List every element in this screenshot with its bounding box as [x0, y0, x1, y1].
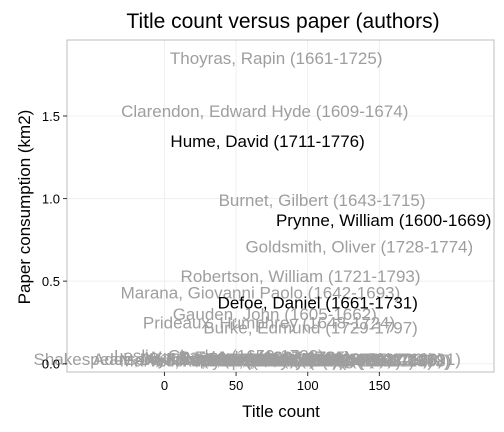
- grid-layer: [67, 40, 494, 372]
- y-axis-title: Paper consumption (km2): [15, 110, 34, 305]
- x-tick-label: 50: [229, 378, 243, 393]
- y-axis: 0.0 0.5 1.0 1.5: [42, 109, 67, 372]
- author-label: Thoyras, Rapin (1661-1725): [170, 49, 383, 68]
- y-tick-label: 0.0: [42, 357, 60, 372]
- chart-title: Title count versus paper (authors): [126, 10, 439, 33]
- y-tick-label: 1.5: [42, 109, 60, 124]
- author-label: Addison, Joseph (1672-1719): [93, 350, 316, 369]
- x-axis-title: Title count: [242, 402, 320, 421]
- author-label: Taylor, Jeremy (1613-1667): [194, 351, 401, 370]
- author-label: Milton, John (1608-1674): [196, 350, 385, 369]
- author-label: Steele, Richard (1672-1729): [215, 350, 429, 369]
- author-label: Swift, Jonathan (1667-1745): [179, 350, 393, 369]
- author-label: Tillotson, John (1630-1694): [169, 350, 375, 369]
- author-label: Bunyan, John (1628-1688): [250, 351, 451, 370]
- author-label: Gauden, John (1605-1662): [173, 305, 377, 324]
- author-label: Burke, Edmund (1729-1797): [203, 318, 418, 337]
- panel-border: [66, 39, 495, 373]
- x-tick-label: 150: [369, 378, 391, 393]
- author-label: Walton, Izaak (1593-1683): [244, 350, 444, 369]
- author-label: Clarendon, Edward Hyde (1609-1674): [121, 102, 408, 121]
- author-label: Prideaux, Humphrey (1648-1724): [143, 313, 395, 332]
- author-label: Leslie, Charles (1650-1722): [114, 346, 324, 365]
- author-label: Locke, John (1632-1704): [156, 351, 345, 370]
- highlighted-author-label: Defoe, Daniel (1661-1731): [218, 294, 418, 313]
- highlight-layer: Hume, David (1711-1776) Prynne, William (…: [170, 132, 491, 313]
- highlighted-author-label: Prynne, William (1600-1669): [276, 211, 491, 230]
- author-label: Marvell, Andrew (1621-1678): [120, 351, 338, 370]
- author-label: Shakespeare, William (1564-1616): [34, 350, 296, 369]
- author-label: Fox, George (1624-1691): [269, 350, 461, 369]
- author-label: Burnet, Gilbert (1643-1715): [219, 191, 426, 210]
- y-tick-label: 1.0: [42, 192, 60, 207]
- author-label: Baxter, Richard (1615-1691): [201, 351, 415, 370]
- author-label: Pope, Alexander (1688-1744): [211, 351, 433, 370]
- author-label: Dryden, John (1631-1700): [140, 350, 338, 369]
- author-label: Penn, William (1644-1718): [233, 350, 434, 369]
- author-label: Robertson, William (1721-1793): [181, 267, 421, 286]
- y-tick-label: 0.5: [42, 274, 60, 289]
- points-layer: Thoyras, Rapin (1661-1725) Clarendon, Edw…: [34, 49, 474, 370]
- author-label: Marana, Giovanni Paolo (1642-1693): [121, 284, 401, 303]
- highlighted-author-label: Hume, David (1711-1776): [170, 132, 364, 151]
- author-label: Ward, Edward (1667-1731): [145, 348, 349, 367]
- x-axis: 0 50 100 150: [161, 372, 390, 393]
- author-label: Hobbes, Thomas (1588-1679): [223, 351, 450, 370]
- x-tick-label: 0: [161, 378, 168, 393]
- x-tick-label: 100: [297, 378, 319, 393]
- author-label: Ray, John (1627-1705): [178, 348, 351, 367]
- author-label: Goldsmith, Oliver (1728-1774): [245, 237, 473, 256]
